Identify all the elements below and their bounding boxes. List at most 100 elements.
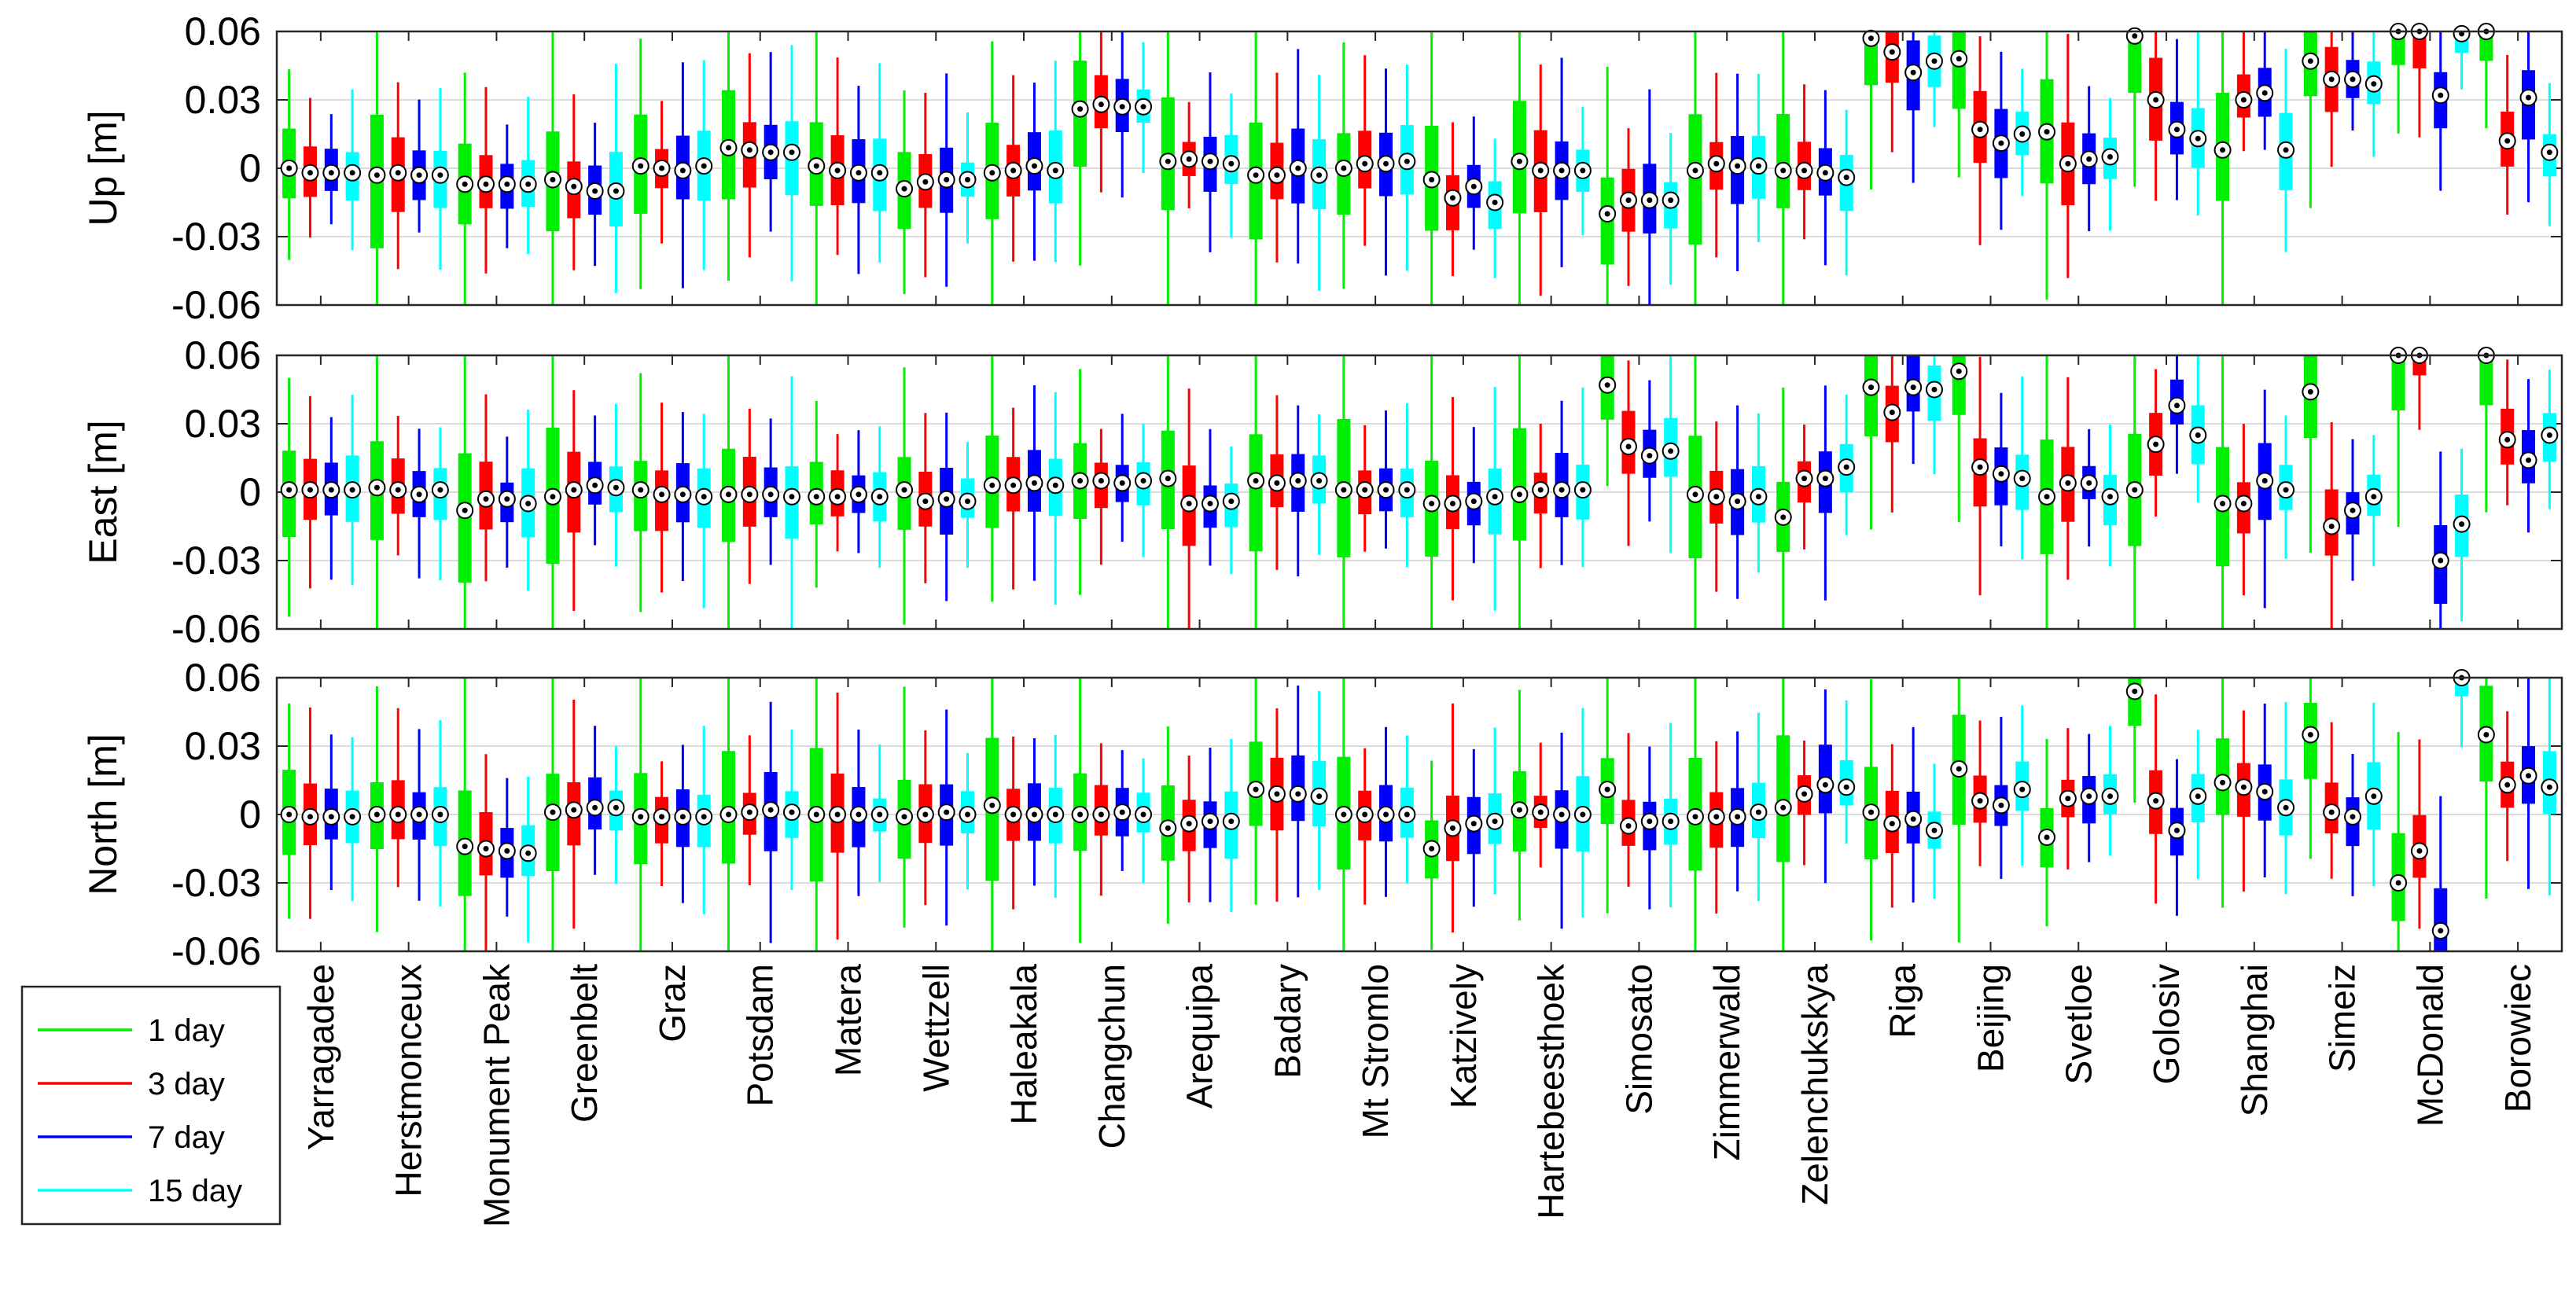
box-monument-peak-15-day bbox=[519, 776, 537, 943]
median-dot bbox=[395, 170, 401, 176]
median-dot bbox=[2283, 804, 2289, 811]
median-dot bbox=[638, 487, 644, 493]
box-simeiz-7-day bbox=[2343, 31, 2361, 131]
box-herstmonceux-1-day bbox=[368, 686, 386, 932]
median-dot bbox=[2261, 90, 2268, 96]
box-zelenchukskya-15-day bbox=[1838, 395, 1856, 535]
median-dot bbox=[2504, 781, 2511, 788]
median-dot bbox=[834, 167, 841, 174]
station-label: Simeiz bbox=[2322, 964, 2363, 1072]
median-dot bbox=[2044, 834, 2050, 840]
box-riga-15-day bbox=[1925, 355, 1943, 475]
box-zelenchukskya-3-day bbox=[1795, 425, 1813, 550]
box-arequipa-3-day bbox=[1180, 101, 1198, 209]
box-golosiv-7-day bbox=[2168, 39, 2186, 200]
box-golosiv-15-day bbox=[2189, 730, 2207, 879]
median-dot bbox=[1780, 514, 1787, 520]
box-yarragadee-7-day bbox=[322, 114, 340, 225]
median-dot bbox=[504, 848, 510, 854]
box-simeiz-3-day bbox=[2323, 422, 2341, 629]
median-dot bbox=[349, 487, 355, 493]
box-greenbelt-1-day bbox=[543, 678, 561, 951]
box-badary-15-day bbox=[1310, 414, 1328, 555]
box-potsdam-7-day bbox=[762, 418, 780, 565]
median-dot bbox=[1077, 106, 1084, 112]
box-haleakala-1-day bbox=[983, 678, 1001, 951]
y-tick-label: -0.03 bbox=[171, 861, 261, 905]
box-zimmerwald-3-day bbox=[1707, 72, 1725, 258]
median-dot bbox=[1998, 140, 2004, 146]
median-dot bbox=[679, 491, 686, 498]
box-shanghai-15-day bbox=[2277, 415, 2295, 559]
box-body bbox=[1952, 31, 1966, 109]
y-tick-label: 0.03 bbox=[185, 78, 261, 122]
median-dot bbox=[1383, 160, 1389, 167]
y-axis-label: North [m] bbox=[81, 734, 125, 895]
median-dot bbox=[965, 177, 971, 182]
station-label: McDonald bbox=[2409, 964, 2450, 1127]
box-haleakala-7-day bbox=[1025, 738, 1043, 886]
box-body bbox=[1776, 735, 1790, 862]
box-badary-15-day bbox=[1310, 75, 1328, 291]
box-wettzell-1-day bbox=[896, 90, 914, 295]
box-mt-stromlo-7-day bbox=[1377, 410, 1395, 549]
box-arequipa-1-day bbox=[1159, 31, 1177, 305]
median-dot bbox=[944, 809, 950, 815]
box-arequipa-3-day bbox=[1180, 756, 1198, 903]
median-dot bbox=[286, 165, 293, 171]
median-dot bbox=[746, 809, 753, 815]
median-dot bbox=[2371, 494, 2377, 500]
box-herstmonceux-3-day bbox=[389, 82, 407, 270]
box-golosiv-15-day bbox=[2189, 355, 2207, 502]
box-mcdonald-1-day bbox=[2390, 732, 2408, 951]
legend-label: 1 day bbox=[148, 1013, 225, 1048]
median-dot bbox=[1668, 818, 1674, 825]
median-dot bbox=[1647, 197, 1653, 204]
median-dot bbox=[989, 482, 995, 488]
y-tick-label: 0.06 bbox=[185, 333, 261, 377]
median-dot bbox=[1098, 478, 1104, 484]
y-tick-label: -0.03 bbox=[171, 539, 261, 583]
median-dot bbox=[725, 145, 731, 151]
median-dot bbox=[2307, 58, 2313, 64]
box-potsdam-15-day bbox=[782, 376, 800, 629]
median-dot bbox=[1713, 494, 1720, 500]
median-dot bbox=[2173, 127, 2180, 133]
median-dot bbox=[525, 850, 532, 856]
box-herstmonceux-15-day bbox=[431, 88, 449, 270]
median-dot bbox=[856, 811, 862, 818]
median-dot bbox=[437, 172, 443, 178]
median-dot bbox=[834, 494, 841, 500]
box-monument-peak-1-day bbox=[456, 72, 474, 305]
box-badary-7-day bbox=[1289, 405, 1307, 577]
box-beijing-1-day bbox=[1950, 31, 1968, 178]
median-dot bbox=[2065, 160, 2071, 167]
median-dot bbox=[1822, 476, 1828, 482]
median-dot bbox=[1801, 167, 1808, 174]
median-dot bbox=[659, 491, 665, 498]
box-svetloe-3-day bbox=[2059, 377, 2077, 580]
median-dot bbox=[2328, 809, 2335, 815]
median-dot bbox=[2220, 779, 2226, 785]
box-golosiv-3-day bbox=[2147, 694, 2165, 904]
box-graz-15-day bbox=[695, 414, 713, 609]
box-svetloe-1-day bbox=[2038, 738, 2056, 927]
box-borowiec-3-day bbox=[2498, 711, 2516, 862]
box-hartebeesthoek-1-day bbox=[1511, 689, 1529, 921]
y-tick-label: 0 bbox=[239, 146, 261, 190]
box-greenbelt-3-day bbox=[565, 699, 583, 929]
median-dot bbox=[307, 814, 313, 820]
box-riga-1-day bbox=[1862, 679, 1880, 941]
box-simosato-7-day bbox=[1640, 89, 1658, 305]
median-dot bbox=[1341, 165, 1347, 171]
median-dot bbox=[638, 163, 644, 169]
median-dot bbox=[1780, 167, 1787, 174]
box-mt-stromlo-7-day bbox=[1377, 68, 1395, 276]
box-monument-peak-7-day bbox=[498, 778, 516, 917]
box-beijing-3-day bbox=[1971, 720, 1989, 866]
box-potsdam-1-day bbox=[719, 355, 738, 629]
median-dot bbox=[789, 809, 795, 815]
box-body bbox=[2391, 355, 2405, 411]
station-label: Svetloe bbox=[2058, 964, 2099, 1084]
box-body bbox=[2434, 888, 2448, 951]
